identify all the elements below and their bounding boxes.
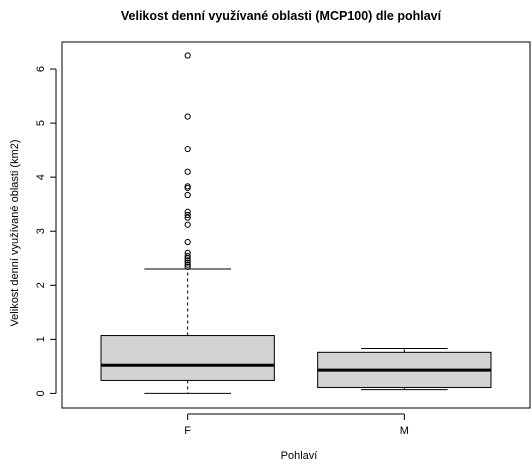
outlier-point (184, 221, 191, 228)
x-tick-label: F (184, 425, 191, 437)
box-F (100, 335, 275, 381)
outlier-point (184, 208, 191, 215)
outlier-point (184, 168, 191, 175)
outlier-point (184, 238, 191, 246)
outlier-point (184, 113, 191, 120)
y-axis-label: Velikost denní využívané oblasti (km2) (9, 139, 21, 326)
outlier-point (184, 145, 191, 153)
y-tick-label: 4 (35, 174, 47, 180)
y-tick-label: 0 (35, 390, 47, 396)
y-tick-label: 5 (35, 120, 47, 126)
chart-title: Velikost denní využívané oblasti (MCP100… (121, 9, 442, 23)
y-axis: 0 1 2 3 4 5 6 (35, 66, 57, 396)
y-tick-label: 1 (35, 336, 47, 342)
y-tick-label: 6 (35, 66, 47, 72)
y-tick-label: 2 (35, 282, 47, 288)
outlier-point (184, 214, 191, 221)
outlier-point (184, 183, 191, 190)
outlier-point (184, 211, 191, 219)
outlier-point (184, 249, 191, 256)
outlier-point (184, 191, 191, 199)
outlier-point (184, 252, 191, 260)
x-tick-label: M (400, 425, 409, 437)
outlier-point (184, 263, 191, 270)
outlier-point (184, 257, 191, 264)
outlier-point (184, 261, 191, 268)
plot-frame (61, 41, 531, 409)
outlier-point (184, 52, 191, 59)
boxes (100, 52, 492, 394)
outlier-point (184, 259, 191, 266)
x-axis-label: Pohlaví (281, 450, 318, 462)
y-tick-label: 3 (35, 228, 47, 234)
